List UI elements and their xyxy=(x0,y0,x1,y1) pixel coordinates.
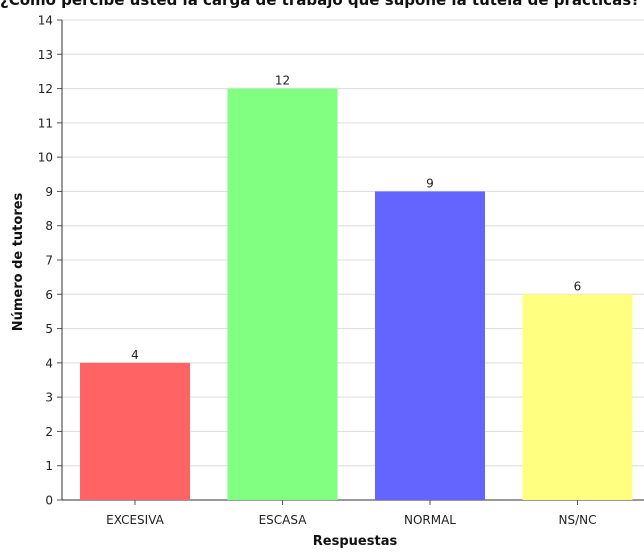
data-labels: 4 12 9 6 xyxy=(131,74,581,362)
data-label: 4 xyxy=(131,348,139,362)
grid-lines xyxy=(62,19,644,467)
y-tick-label: 12 xyxy=(38,82,53,96)
y-tick-label: 1 xyxy=(45,459,53,473)
x-tick-label: EXCESIVA xyxy=(106,513,164,527)
y-tick-label: 3 xyxy=(45,391,53,405)
data-label: 9 xyxy=(426,176,434,190)
y-tick-label: 5 xyxy=(45,322,53,336)
y-tick-label: 14 xyxy=(38,14,53,28)
y-tick-label: 11 xyxy=(38,116,53,130)
y-tick-label: 0 xyxy=(45,494,53,508)
bar-excesiva xyxy=(80,362,190,500)
data-label: 12 xyxy=(275,74,290,88)
bars xyxy=(80,88,633,501)
x-tick-label: NS/NC xyxy=(559,513,597,527)
y-tick-label: 10 xyxy=(38,151,53,165)
x-tick-label: ESCASA xyxy=(259,513,308,527)
bar-normal xyxy=(375,191,485,500)
bar-escasa xyxy=(227,88,338,501)
y-tick-label: 13 xyxy=(38,48,53,62)
y-tick-label: 7 xyxy=(45,254,53,268)
y-axis-title: Número de tutores xyxy=(11,192,26,331)
y-tick-label: 8 xyxy=(45,219,53,233)
chart-title: ¿Cómo percibe usted la carga de trabajo … xyxy=(0,0,640,9)
x-tick-label: NORMAL xyxy=(404,513,456,527)
bar-ns-nc xyxy=(522,294,633,500)
data-label: 6 xyxy=(574,279,582,293)
y-tick-label: 6 xyxy=(45,288,53,302)
y-tick-label: 9 xyxy=(45,185,53,199)
y-tick-label: 2 xyxy=(45,425,53,439)
x-axis-title: Respuestas xyxy=(313,534,398,548)
y-tick-label: 4 xyxy=(45,356,53,370)
